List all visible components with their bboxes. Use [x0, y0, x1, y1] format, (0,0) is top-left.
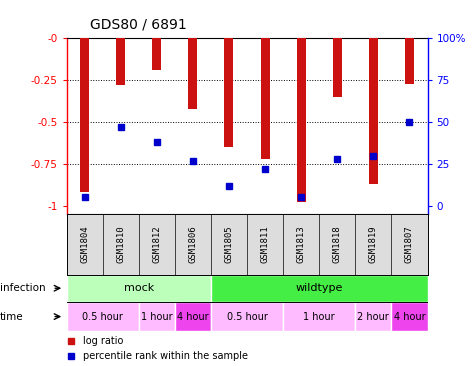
- Bar: [66, 302, 139, 331]
- Text: time: time: [0, 311, 24, 322]
- Bar: [152, 38, 162, 70]
- Text: GDS80 / 6891: GDS80 / 6891: [90, 18, 187, 32]
- Text: GSM1811: GSM1811: [261, 225, 269, 263]
- Bar: [369, 38, 378, 184]
- Text: log ratio: log ratio: [83, 336, 124, 346]
- Bar: [66, 274, 211, 302]
- Bar: [80, 38, 89, 193]
- Bar: [296, 38, 306, 202]
- Bar: [405, 38, 414, 83]
- Bar: [211, 274, 428, 302]
- Text: GSM1819: GSM1819: [369, 225, 378, 263]
- Bar: [139, 302, 175, 331]
- Text: 1 hour: 1 hour: [141, 311, 172, 322]
- Text: GSM1804: GSM1804: [80, 225, 89, 263]
- Bar: [332, 38, 342, 97]
- Text: 4 hour: 4 hour: [394, 311, 425, 322]
- Bar: [211, 302, 283, 331]
- Text: GSM1807: GSM1807: [405, 225, 414, 263]
- Text: 0.5 hour: 0.5 hour: [227, 311, 267, 322]
- Text: GSM1818: GSM1818: [333, 225, 342, 263]
- Text: 2 hour: 2 hour: [358, 311, 389, 322]
- Text: GSM1806: GSM1806: [189, 225, 197, 263]
- Bar: [391, 302, 428, 331]
- Text: GSM1812: GSM1812: [152, 225, 161, 263]
- Bar: [188, 38, 198, 109]
- Text: percentile rank within the sample: percentile rank within the sample: [83, 351, 248, 361]
- Bar: [175, 302, 211, 331]
- Text: mock: mock: [124, 283, 154, 293]
- Text: 1 hour: 1 hour: [304, 311, 335, 322]
- Text: GSM1810: GSM1810: [116, 225, 125, 263]
- Text: 4 hour: 4 hour: [177, 311, 209, 322]
- Bar: [116, 38, 125, 85]
- Bar: [224, 38, 234, 147]
- Text: 0.5 hour: 0.5 hour: [82, 311, 123, 322]
- Bar: [355, 302, 391, 331]
- Bar: [283, 302, 355, 331]
- Text: wildtype: wildtype: [295, 283, 343, 293]
- Bar: [260, 38, 270, 159]
- Text: GSM1813: GSM1813: [297, 225, 305, 263]
- Text: GSM1805: GSM1805: [225, 225, 233, 263]
- Text: infection: infection: [0, 283, 46, 293]
